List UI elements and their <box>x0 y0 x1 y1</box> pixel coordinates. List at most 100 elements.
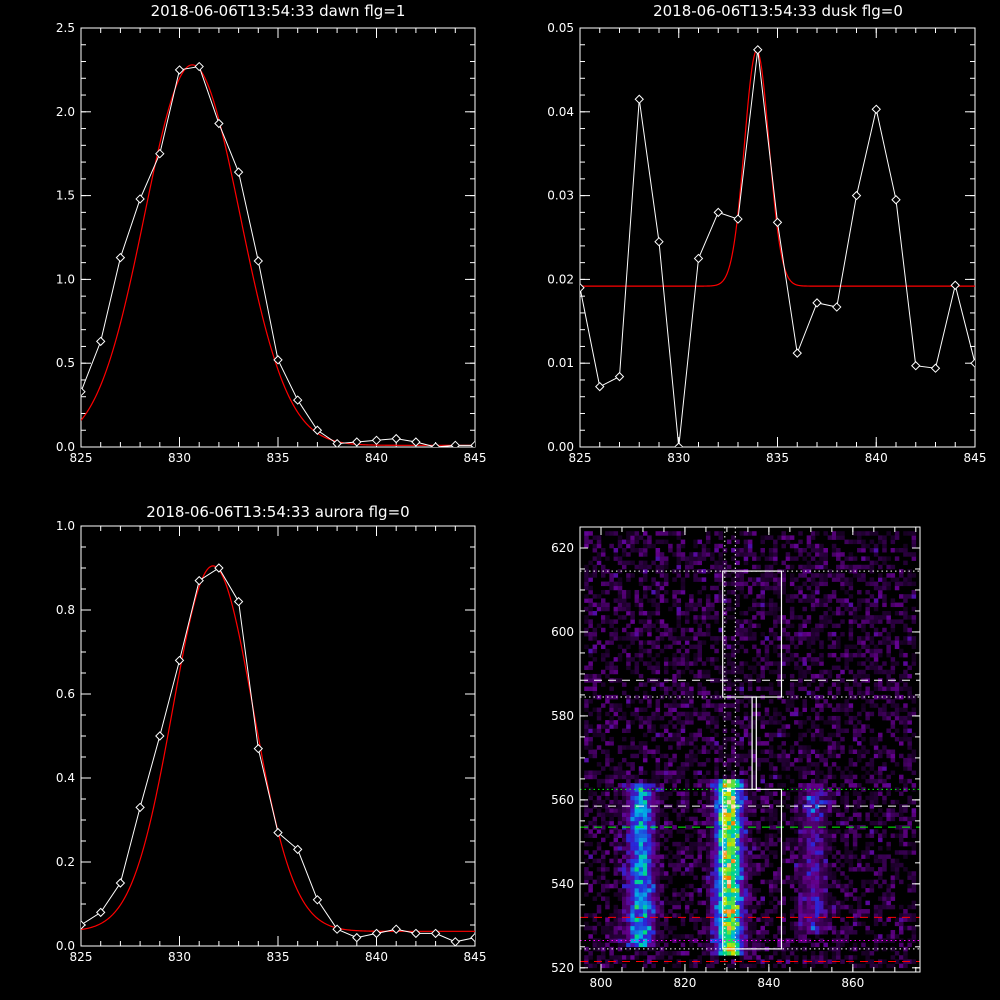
heatmap-cell <box>588 925 593 931</box>
heatmap-cell <box>789 577 795 582</box>
heatmap-cell <box>588 883 593 889</box>
heatmap-cell <box>777 711 782 717</box>
heatmap-cell <box>882 598 887 603</box>
heatmap-cell <box>894 850 900 855</box>
heatmap-cell <box>735 778 740 784</box>
heatmap-cell <box>663 753 669 759</box>
heatmap-cell <box>836 606 841 612</box>
heatmap-cell <box>726 615 732 620</box>
heatmap-cell <box>626 883 631 889</box>
heatmap-cell <box>873 606 879 612</box>
heatmap-cell <box>705 535 711 540</box>
heatmap-cell <box>710 904 715 910</box>
heatmap-cell <box>878 791 883 796</box>
heatmap-cell <box>642 812 648 817</box>
heatmap-cell <box>680 858 686 864</box>
heatmap-cell <box>705 703 711 708</box>
heatmap-cell <box>743 816 749 822</box>
heatmap-cell <box>718 665 724 671</box>
heatmap-cell <box>672 783 677 788</box>
heatmap-cell <box>873 921 879 927</box>
heatmap-cell <box>890 682 896 687</box>
heatmap-cell <box>899 568 904 574</box>
heatmap-cell <box>642 577 648 582</box>
heatmap-cell <box>714 741 719 746</box>
heatmap-cell <box>794 707 799 713</box>
heatmap-cell <box>714 934 719 939</box>
data-point <box>430 928 441 939</box>
heatmap-cell <box>789 690 795 696</box>
heatmap-cell <box>693 631 698 637</box>
heatmap-cell <box>781 766 786 771</box>
heatmap-cell <box>739 875 745 880</box>
heatmap-cell <box>752 749 757 754</box>
heatmap-cell <box>659 619 665 624</box>
heatmap-cell <box>617 787 623 792</box>
heatmap-cell <box>684 846 690 851</box>
heatmap-cell <box>680 703 686 708</box>
heatmap-cell <box>815 808 820 813</box>
heatmap-cell <box>647 665 652 671</box>
heatmap-cell <box>823 560 828 566</box>
heatmap-cell <box>886 774 891 780</box>
heatmap-cell <box>710 657 715 662</box>
heatmap-cell <box>655 589 661 595</box>
heatmap-cell <box>697 930 703 935</box>
heatmap-cell <box>781 850 786 855</box>
heatmap-cell <box>718 854 724 859</box>
heatmap-cell <box>747 753 753 759</box>
heatmap-cell <box>638 652 644 658</box>
heatmap-cell <box>621 875 627 880</box>
heatmap-cell <box>890 657 896 662</box>
heatmap-cell <box>680 770 686 775</box>
heatmap-cell <box>756 652 761 658</box>
x-tick-label: 825 <box>70 451 93 465</box>
heatmap-cell <box>647 892 652 897</box>
heatmap-cell <box>710 833 715 838</box>
heatmap-cell <box>676 547 682 553</box>
heatmap-cell <box>882 707 887 713</box>
heatmap-cell <box>810 963 816 969</box>
heatmap-cell <box>773 854 778 859</box>
heatmap-cell <box>705 736 711 742</box>
heatmap-cell <box>743 854 749 859</box>
heatmap-cell <box>689 552 694 557</box>
heatmap-cell <box>647 610 652 616</box>
heatmap-cell <box>827 833 833 838</box>
heatmap-cell <box>894 812 900 817</box>
heatmap-cell <box>680 808 686 813</box>
heatmap-cell <box>726 942 732 948</box>
data-point <box>115 878 126 888</box>
heatmap-cell <box>634 946 640 952</box>
heatmap-cell <box>747 783 753 788</box>
heatmap-cell <box>600 766 606 771</box>
heatmap-cell <box>634 715 640 721</box>
heatmap-cell <box>899 581 904 587</box>
heatmap-cell <box>840 820 845 826</box>
heatmap-cell <box>684 762 690 767</box>
heatmap-cell <box>655 585 661 591</box>
heatmap-cell <box>634 896 640 901</box>
heatmap-cell <box>798 825 803 830</box>
heatmap-cell <box>655 745 661 750</box>
heatmap-cell <box>794 720 799 725</box>
heatmap-cell <box>647 619 652 624</box>
heatmap-cell <box>718 707 724 713</box>
heatmap-cell <box>815 850 820 855</box>
heatmap-cell <box>634 934 640 939</box>
heatmap-cell <box>789 841 795 847</box>
heatmap-cell <box>663 917 669 922</box>
heatmap-cell <box>726 841 732 847</box>
heatmap-cell <box>626 728 631 734</box>
heatmap-cell <box>802 699 807 704</box>
heatmap-cell <box>794 900 799 906</box>
heatmap-cell <box>668 707 673 713</box>
heatmap-cell <box>626 724 631 729</box>
data-point <box>654 236 664 247</box>
heatmap-cell <box>743 795 749 801</box>
heatmap-cell <box>882 535 887 540</box>
heatmap-cell <box>638 846 644 851</box>
heatmap-cell <box>705 598 711 603</box>
x-tick-label: 825 <box>70 950 93 964</box>
heatmap-cell <box>819 682 824 687</box>
